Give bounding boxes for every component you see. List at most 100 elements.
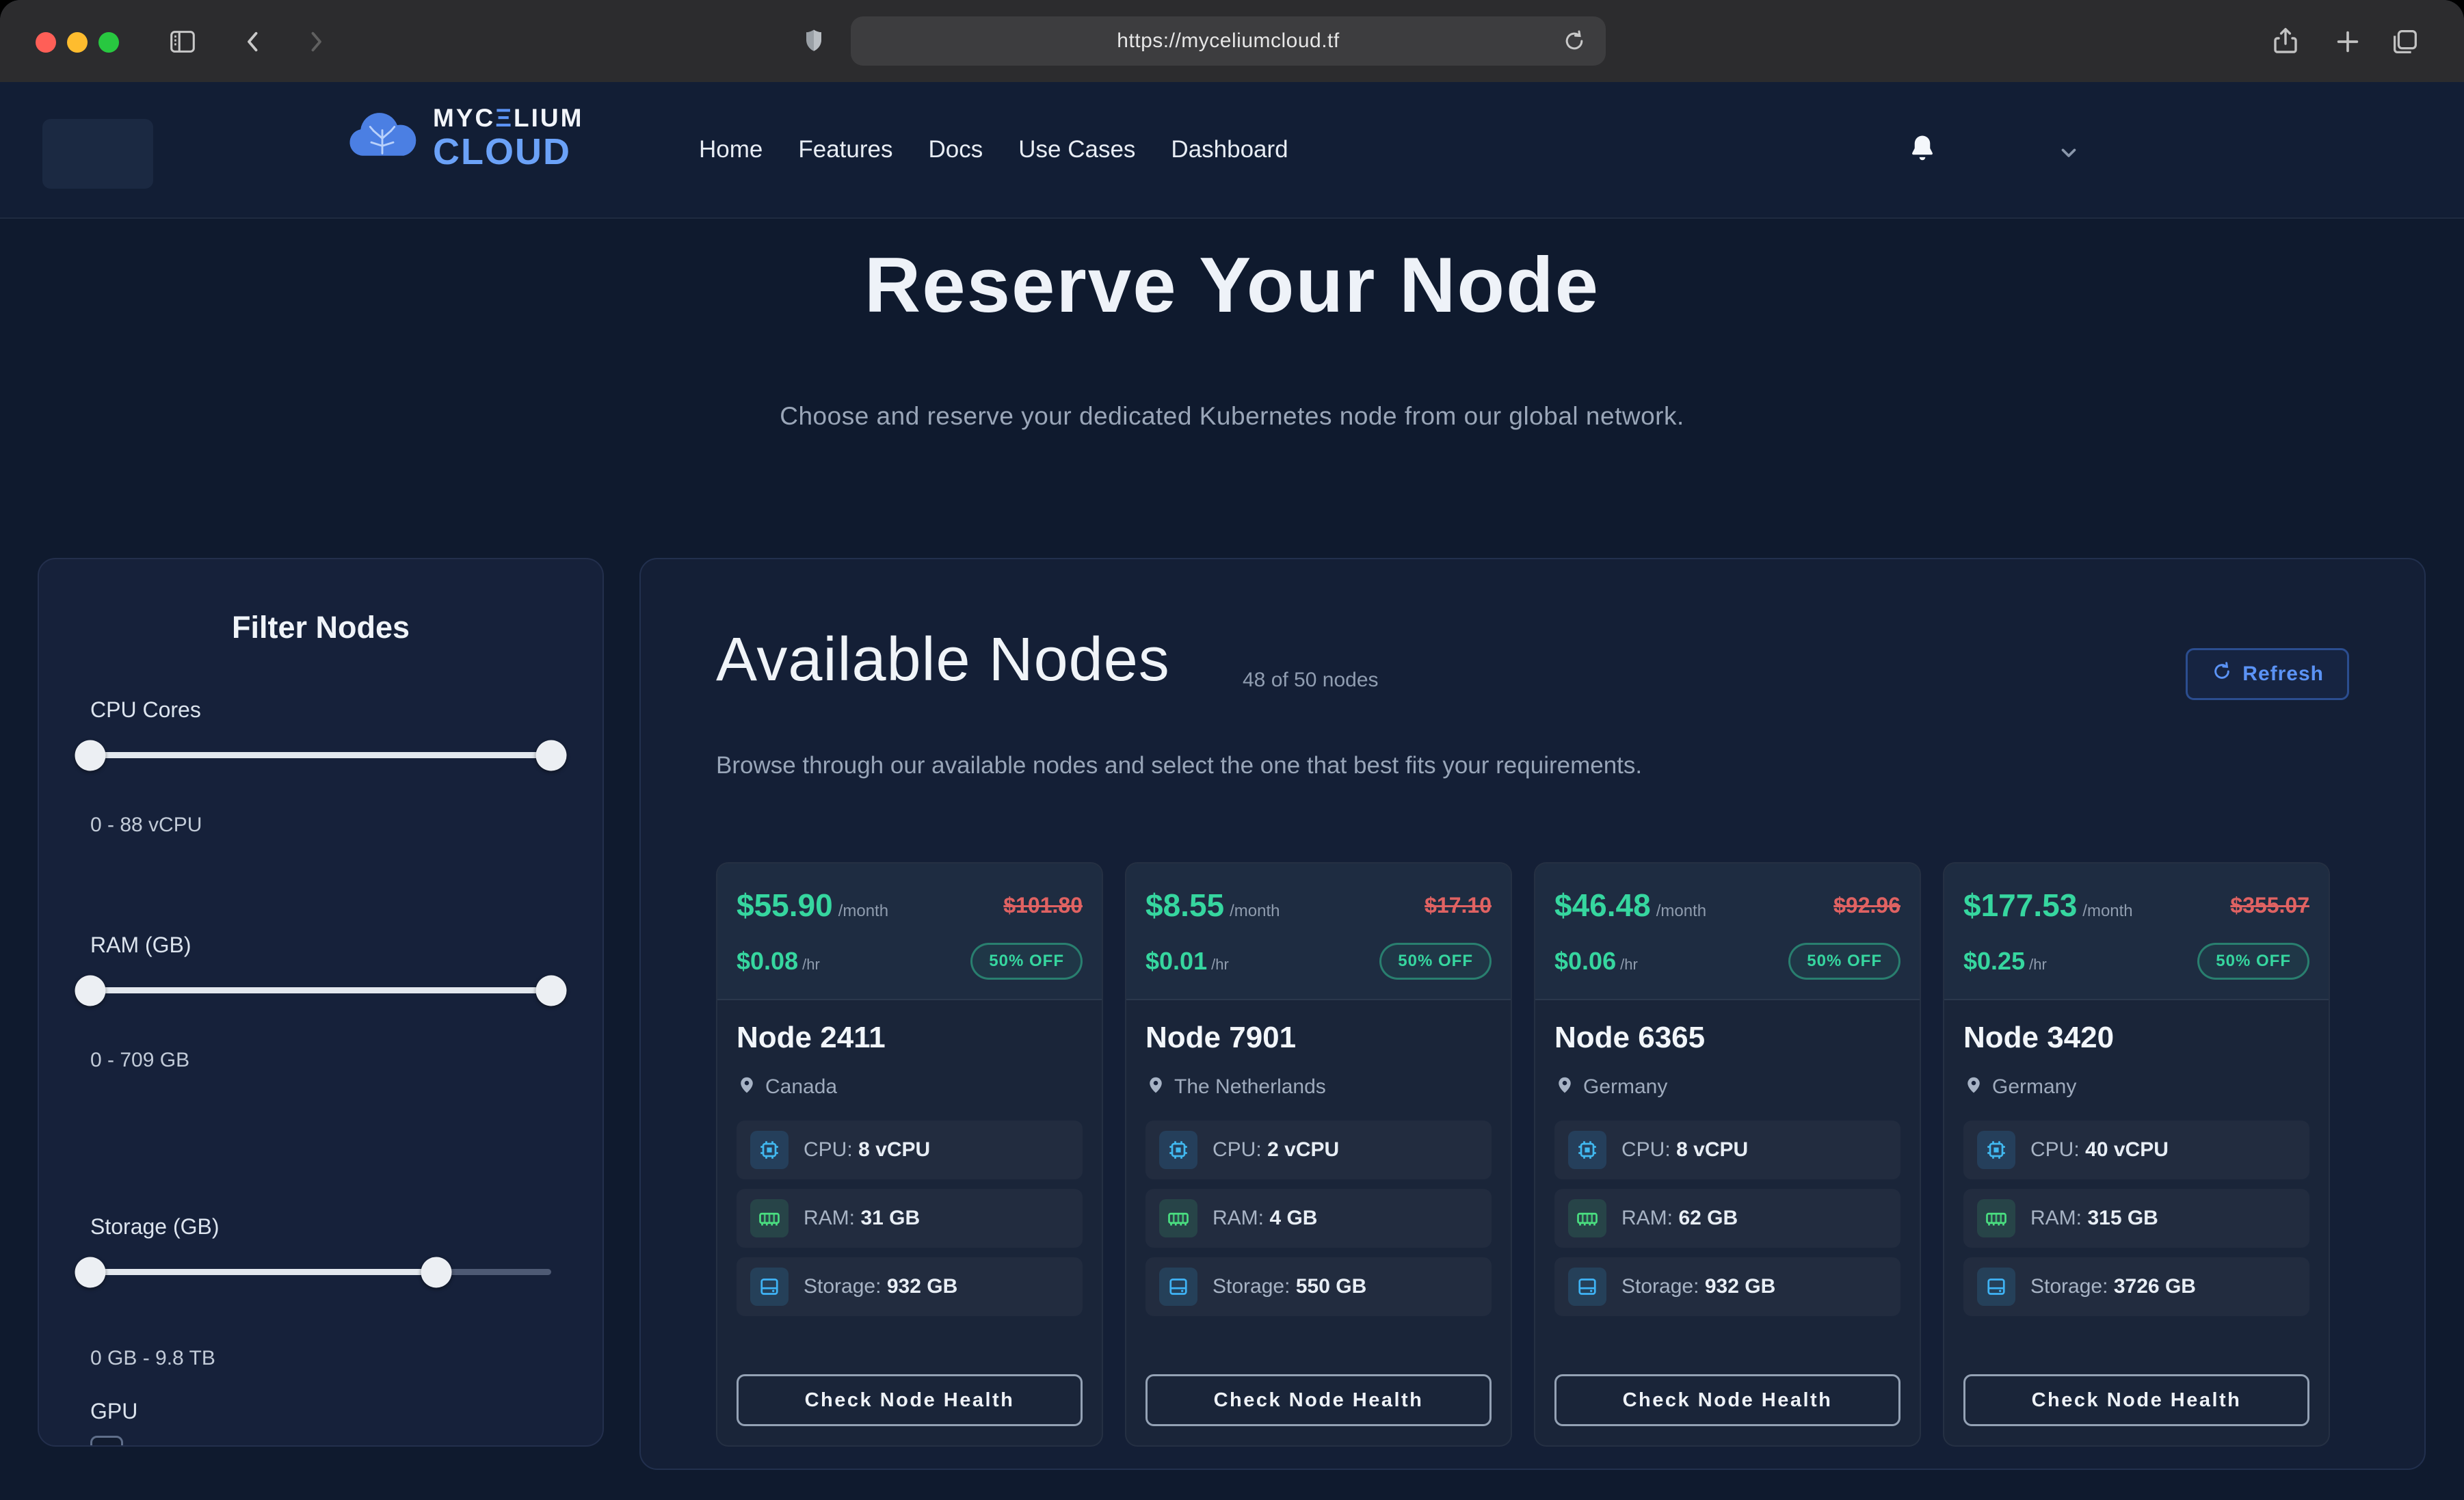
spec-label: CPU: [1213,1138,1262,1161]
slider-handle-min[interactable] [75,1257,106,1287]
refresh-button[interactable]: Refresh [2186,648,2349,700]
node-name: Node 3420 [1963,1021,2115,1054]
brand-logo[interactable]: MYCΞLIUM CLOUD [345,105,583,170]
slider-fill [90,987,551,993]
spec-row-storage: Storage: 550 GB [1145,1257,1492,1316]
discount-badge: 50% OFF [1379,943,1492,980]
spec-row-storage: Storage: 932 GB [737,1257,1083,1316]
price-header: $46.48/month $92.96 $0.06/hr 50% OFF [1535,863,1920,1000]
original-price: $355.07 [2230,892,2309,918]
monthly-price: $8.55/month [1145,887,1280,923]
share-icon[interactable] [2269,25,2302,57]
node-name: Node 6365 [1554,1021,1706,1054]
hourly-price: $0.08/hr [737,947,820,975]
spec-row-cpu: CPU: 40 vCPU [1963,1121,2309,1179]
address-bar[interactable]: https://myceliumcloud.tf [851,16,1606,66]
discount-badge: 50% OFF [970,943,1083,980]
browser-chrome: https://myceliumcloud.tf [0,0,2464,82]
card-body: Node 3420 Germany CPU: 40 vCPU RAM: 315 … [1944,1000,2329,1445]
nav-links: Home Features Docs Use Cases Dashboard [699,82,1288,217]
price-header: $177.53/month $355.07 $0.25/hr 50% OFF [1944,863,2329,1000]
spec-label: RAM: [804,1207,855,1229]
spec-row-cpu: CPU: 8 vCPU [737,1121,1083,1179]
slider-fill [90,752,551,758]
brand-wordmark: MYCΞLIUM CLOUD [433,105,583,170]
storage-icon [1977,1268,2015,1306]
check-node-health-button[interactable]: Check Node Health [1963,1374,2309,1426]
cpu-range-slider[interactable] [75,740,567,771]
ram-icon [1568,1199,1606,1237]
spec-label: RAM: [1621,1207,1673,1229]
check-node-health-button[interactable]: Check Node Health [737,1374,1083,1426]
zoom-window-button[interactable] [98,32,119,53]
storage-icon [750,1268,789,1306]
forward-button[interactable] [301,27,330,56]
node-card: $8.55/month $17.10 $0.01/hr 50% OFF Node… [1125,862,1512,1447]
slider-handle-min[interactable] [75,975,106,1006]
spec-value: 550 GB [1295,1275,1367,1298]
spec-row-ram: RAM: 4 GB [1145,1189,1492,1248]
nav-link-use-cases[interactable]: Use Cases [1018,136,1136,163]
spec-value: 932 GB [886,1275,958,1298]
tab-overview-icon[interactable] [2389,26,2421,57]
back-button[interactable] [239,27,268,56]
minimize-window-button[interactable] [67,32,88,53]
card-body: Node 6365 Germany CPU: 8 vCPU RAM: 62 GB [1535,1000,1920,1445]
location-text: The Netherlands [1174,1075,1326,1098]
spec-value: 31 GB [860,1207,920,1229]
filter-range-storage: 0 GB - 9.8 TB [90,1347,215,1369]
ram-icon [1977,1199,2015,1237]
node-name: Node 7901 [1145,1021,1297,1054]
gpu-checkbox[interactable] [90,1436,123,1445]
notifications-bell-icon[interactable] [1905,131,1940,170]
filter-label-storage: Storage (GB) [90,1214,220,1239]
close-window-button[interactable] [36,32,56,53]
original-price: $17.10 [1425,892,1492,918]
slider-handle-max[interactable] [535,975,567,1006]
site-navbar: MYCΞLIUM CLOUD Home Features Docs Use Ca… [0,82,2464,219]
spec-value: 3726 GB [2113,1275,2196,1298]
ram-icon [1159,1199,1197,1237]
cpu-icon [750,1131,789,1169]
nav-link-features[interactable]: Features [798,136,893,163]
check-node-health-button[interactable]: Check Node Health [1145,1374,1492,1426]
ram-range-slider[interactable] [75,975,567,1006]
node-card: $46.48/month $92.96 $0.06/hr 50% OFF Nod… [1534,862,1921,1447]
slider-handle-max[interactable] [421,1257,451,1287]
nav-link-home[interactable]: Home [699,136,763,163]
spec-list: CPU: 40 vCPU RAM: 315 GB Storage: 3726 G… [1963,1121,2309,1316]
nav-link-dashboard[interactable]: Dashboard [1171,136,1288,163]
nodes-count-label: 48 of 50 nodes [1243,669,1379,691]
reload-icon[interactable] [1561,27,1588,55]
location-text: Germany [1583,1075,1668,1098]
account-chevron-down-icon[interactable] [2057,141,2080,168]
slider-handle-min[interactable] [75,740,106,771]
sidebar-toggle-icon[interactable] [167,26,198,57]
slider-handle-max[interactable] [535,740,567,771]
brand-line-top: MYCΞLIUM [433,104,584,132]
node-card: $55.90/month $101.80 $0.08/hr 50% OFF No… [716,862,1103,1447]
location-pin-icon [1145,1074,1166,1100]
cloud-logo-icon [345,108,419,168]
refresh-icon [2211,660,2233,688]
spec-list: CPU: 2 vCPU RAM: 4 GB Storage: 550 GB [1145,1121,1492,1316]
spec-row-cpu: CPU: 2 vCPU [1145,1121,1492,1179]
available-nodes-panel: Available Nodes 48 of 50 nodes Refresh B… [639,558,2426,1470]
privacy-shield-icon [799,26,829,56]
spec-value: 8 vCPU [858,1138,931,1161]
storage-range-slider[interactable] [75,1257,551,1287]
new-tab-icon[interactable] [2332,26,2363,57]
cpu-icon [1568,1131,1606,1169]
check-node-health-button[interactable]: Check Node Health [1554,1374,1900,1426]
spec-row-storage: Storage: 932 GB [1554,1257,1900,1316]
monthly-price: $55.90/month [737,887,889,923]
cpu-icon [1159,1131,1197,1169]
spec-label: Storage: [1621,1275,1699,1298]
node-location: Germany [1554,1074,1900,1100]
original-price: $92.96 [1833,892,1900,918]
page-subtitle: Choose and reserve your dedicated Kubern… [780,402,1684,430]
location-pin-icon [737,1074,757,1100]
nav-link-docs[interactable]: Docs [928,136,983,163]
spec-label: Storage: [1213,1275,1290,1298]
